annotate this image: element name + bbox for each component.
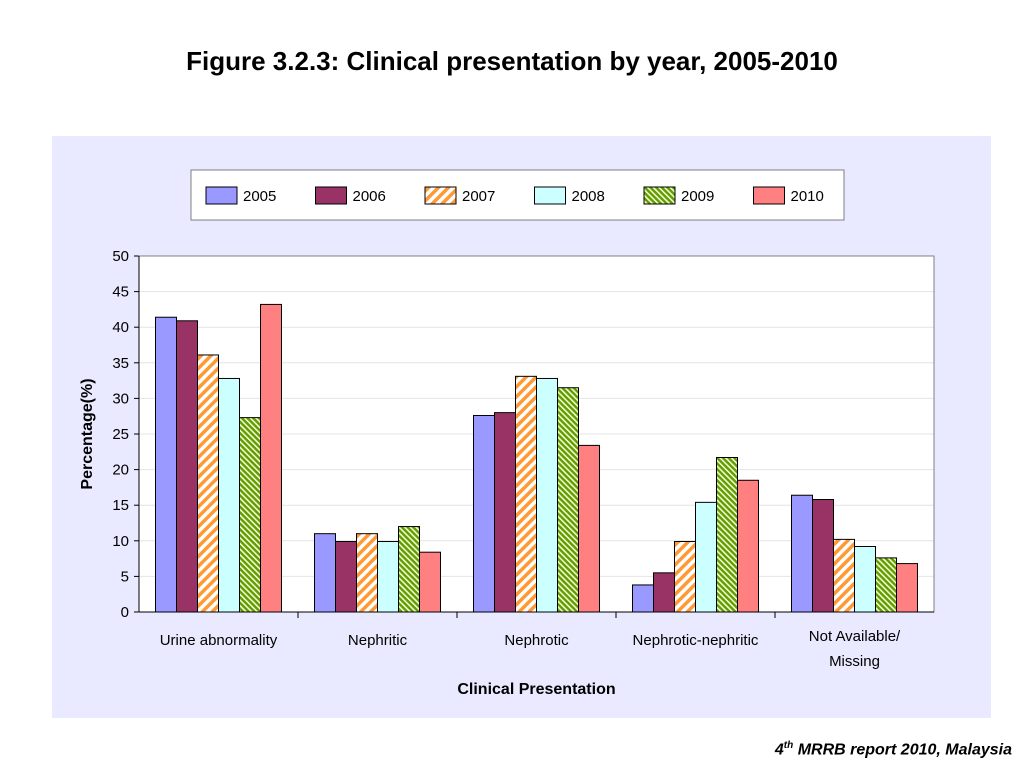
y-tick-label: 50 xyxy=(112,248,129,265)
legend-swatch-2007 xyxy=(424,186,457,205)
footer-number: 4 xyxy=(774,741,784,759)
bar-2010-2 xyxy=(419,551,441,613)
y-tick-label: 45 xyxy=(112,284,129,301)
bar-chart: 2005 2006 2007 2008 2009 2010 0 5 10 15 20 25 30 35 4… xyxy=(79,169,935,698)
bar-2006-3 xyxy=(494,412,516,613)
legend-box xyxy=(190,169,845,221)
y-tick-label: 25 xyxy=(112,426,129,443)
bar-2010-5 xyxy=(896,563,918,613)
bar-2007-5 xyxy=(833,538,855,613)
bar-2007-1 xyxy=(197,354,219,613)
bar-2005-1 xyxy=(155,316,177,613)
legend-swatch-2010 xyxy=(753,186,785,205)
x-tick-label: Nephritic xyxy=(348,632,408,649)
y-tick-label: 5 xyxy=(121,568,129,585)
x-tick-label: Urine abnormality xyxy=(160,632,278,649)
x-tick-label: Nephrotic xyxy=(504,632,569,649)
footer-superscript: th xyxy=(783,740,794,751)
bar-2005-2 xyxy=(314,533,336,613)
bar-2006-4 xyxy=(653,572,675,613)
x-tick-label: Not Available/ xyxy=(809,628,901,645)
y-tick-label: 30 xyxy=(112,390,129,407)
plot-area: 0 5 10 15 20 25 30 35 40 45 50 Urine abnormality Nep… xyxy=(79,248,935,698)
bar-2010-1 xyxy=(260,303,282,613)
chart-panel: 2005 2006 2007 2008 2009 2010 0 5 10 15 20 25 30 35 4… xyxy=(52,136,991,718)
bar-2010-4 xyxy=(737,479,759,613)
y-axis-title: Percentage(%) xyxy=(79,378,96,489)
bar-2007-3 xyxy=(515,375,537,613)
y-tick-label: 10 xyxy=(112,533,129,550)
legend-label-2006: 2006 xyxy=(353,188,386,205)
legend-label-2009: 2009 xyxy=(681,188,714,205)
bar-2008-1 xyxy=(218,377,240,613)
bar-2006-2 xyxy=(335,541,357,613)
bar-2009-2 xyxy=(398,526,420,613)
legend-swatch-2008 xyxy=(534,186,566,205)
bar-2010-3 xyxy=(578,444,600,613)
bar-2005-5 xyxy=(791,494,813,613)
y-tick-label: 0 xyxy=(121,604,129,621)
bar-2008-3 xyxy=(536,377,558,613)
y-tick-label: 20 xyxy=(112,462,129,479)
footer-source: 4th MRRB report 2010, Malaysia xyxy=(775,740,1012,759)
bar-2006-5 xyxy=(812,499,834,613)
bar-2009-1 xyxy=(239,417,261,613)
legend-label-2008: 2008 xyxy=(572,188,605,205)
legend-label-2007: 2007 xyxy=(462,188,495,205)
bar-2006-1 xyxy=(176,320,198,613)
legend-swatch-2006 xyxy=(315,186,347,205)
x-tick-label: Nephrotic-nephritic xyxy=(633,632,759,649)
y-tick-label: 40 xyxy=(112,319,129,336)
bar-2009-4 xyxy=(716,456,738,613)
bar-2009-3 xyxy=(557,387,579,613)
x-axis-title: Clinical Presentation xyxy=(457,681,615,698)
page-title: Figure 3.2.3: Clinical presentation by y… xyxy=(186,46,838,76)
bar-2009-5 xyxy=(875,557,897,613)
legend: 2005 2006 2007 2008 2009 2010 xyxy=(190,169,845,221)
y-tick-label: 35 xyxy=(112,355,129,372)
legend-label-2010: 2010 xyxy=(791,188,824,205)
bar-2008-2 xyxy=(377,541,399,613)
y-tick-label: 15 xyxy=(112,497,129,514)
legend-swatch-2009 xyxy=(643,186,676,205)
legend-swatch-2005 xyxy=(205,186,238,205)
bar-2005-4 xyxy=(632,584,654,613)
bar-2008-4 xyxy=(695,501,717,613)
x-tick-label: Missing xyxy=(829,653,880,670)
legend-label-2005: 2005 xyxy=(243,188,276,205)
bar-2007-4 xyxy=(674,541,696,613)
bar-2005-3 xyxy=(473,414,495,613)
bar-2008-5 xyxy=(854,545,876,613)
bar-2007-2 xyxy=(356,533,378,613)
footer-text: MRRB report 2010, Malaysia xyxy=(793,741,1012,759)
